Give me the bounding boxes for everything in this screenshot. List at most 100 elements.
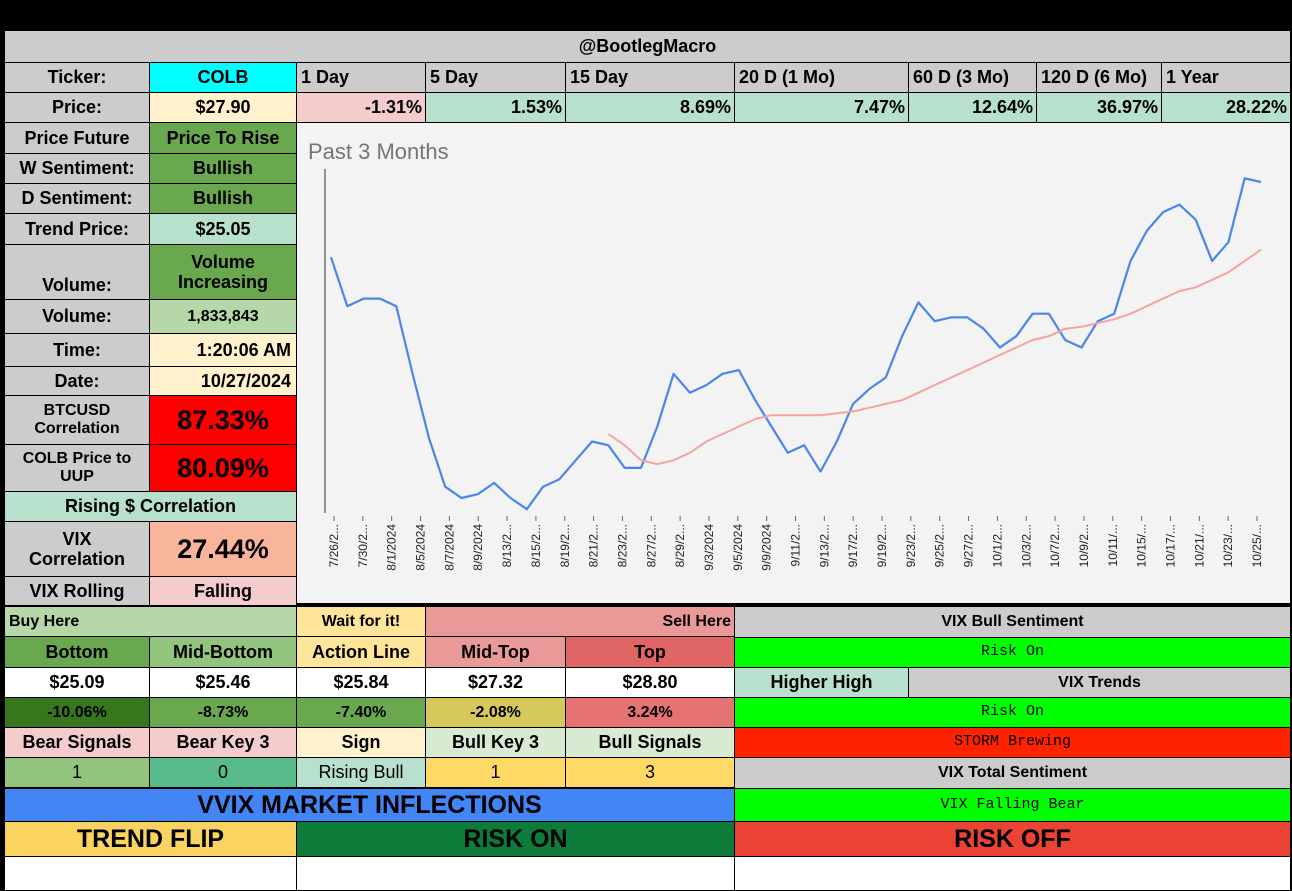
x-tick-label: 9/5/2024 [731, 524, 745, 571]
vvix-title: VVIX MARKET INFLECTIONS [4, 788, 735, 822]
x-tick-label: 8/23/2... [615, 524, 629, 567]
x-tick-label: 9/17/2... [846, 524, 860, 567]
vix-trends-label: VIX Trends [908, 667, 1291, 698]
level-price-mid-top: $27.32 [425, 667, 566, 698]
period-1day: 1 Day [296, 62, 426, 93]
signal-value-bear-key3: 0 [149, 757, 297, 788]
level-header-action-line: Action Line [296, 636, 426, 668]
signal-header-bear-signals: Bear Signals [4, 727, 150, 758]
wait-label: Wait for it! [296, 606, 426, 637]
change-120d: 36.97% [1036, 92, 1162, 123]
vix-corr-value: 27.44% [149, 521, 297, 577]
x-tick-label: 10/9/2... [1077, 524, 1091, 567]
volume-trend-line2: Increasing [177, 272, 269, 292]
x-tick-label: 9/19/2... [875, 524, 889, 567]
btc-corr-label: BTCUSD Correlation [4, 395, 150, 445]
price-future-value: Price To Rise [149, 122, 297, 154]
vix-corr-label-line2: Correlation [28, 549, 125, 569]
price-future-label: Price Future [4, 122, 150, 154]
d-sentiment-value: Bullish [149, 183, 297, 214]
buy-here-label: Buy Here [4, 606, 297, 637]
moving-average-line [607, 248, 1262, 466]
change-1year: 28.22% [1161, 92, 1291, 123]
signal-header-bear-key3: Bear Key 3 [149, 727, 297, 758]
x-tick-label: 7/30/2... [356, 524, 370, 567]
vvix-risk-on-value [296, 856, 735, 891]
date-value: 10/27/2024 [149, 366, 297, 396]
chart-canvas: Past 3 Months 7/26/2... 7/30/2... 8/1/2024 8… [308, 139, 1264, 571]
level-price-top: $28.80 [565, 667, 735, 698]
period-60d: 60 D (3 Mo) [908, 62, 1037, 93]
uup-corr-label-line1: COLB Price to [22, 450, 132, 468]
vix-corr-label: VIX Correlation [4, 521, 150, 577]
vix-higher-high: Higher High [734, 667, 909, 698]
level-pct-top: 3.24% [565, 697, 735, 728]
signal-value-bull-key3: 1 [425, 757, 566, 788]
price-label: Price: [4, 92, 150, 123]
price-chart: Past 3 Months 7/26/2... 7/30/2... 8/1/2024 8… [296, 122, 1291, 604]
time-label: Time: [4, 333, 150, 367]
header-title: @BootlegMacro [4, 30, 1291, 63]
vvix-trend-flip: TREND FLIP [4, 821, 297, 857]
x-tick-label: 8/15/2... [529, 524, 543, 567]
period-1year: 1 Year [1161, 62, 1291, 93]
rising-corr-label: Rising $ Correlation [4, 491, 297, 522]
x-tick-label: 9/25/2... [933, 524, 947, 567]
sell-here-label: Sell Here [425, 606, 735, 637]
period-15day: 15 Day [565, 62, 735, 93]
x-tick-label: 10/11/... [1106, 524, 1120, 566]
level-header-bottom: Bottom [4, 636, 150, 668]
x-tick-label: 8/7/2024 [442, 524, 456, 571]
x-tick-label: 9/3/2024 [702, 524, 716, 571]
signal-header-bull-signals: Bull Signals [565, 727, 735, 758]
change-15day: 8.69% [565, 92, 735, 123]
level-header-mid-bottom: Mid-Bottom [149, 636, 297, 668]
period-20d: 20 D (1 Mo) [734, 62, 909, 93]
x-tick-label: 10/1/2... [990, 524, 1004, 567]
uup-corr-value: 80.09% [149, 444, 297, 492]
level-pct-bottom: -10.06% [4, 697, 150, 728]
signal-header-bull-key3: Bull Key 3 [425, 727, 566, 758]
price-value: $27.90 [149, 92, 297, 123]
w-sentiment-label: W Sentiment: [4, 153, 150, 184]
x-tick-label: 10/17/... [1163, 524, 1177, 567]
x-tick-label: 10/15/... [1135, 524, 1149, 567]
vvix-risk-on: RISK ON [296, 821, 735, 857]
vix-rolling-value: Falling [149, 576, 297, 606]
volume-trend-line1: Volume [191, 251, 255, 272]
level-pct-action-line: -7.40% [296, 697, 426, 728]
x-tick-label: 10/3/2... [1019, 524, 1033, 567]
volume-trend-label: Volume: [4, 244, 150, 300]
level-price-mid-bottom: $25.46 [149, 667, 297, 698]
x-tick-label: 9/9/2024 [760, 524, 774, 571]
x-tick-label: 10/23/... [1221, 524, 1235, 567]
btc-corr-value: 87.33% [149, 395, 297, 445]
signal-value-bull-signals: 3 [565, 757, 735, 788]
x-tick-label: 10/7/2... [1048, 524, 1062, 567]
signal-value-sign: Rising Bull [296, 757, 426, 788]
x-tick-label: 10/25/... [1250, 524, 1264, 567]
uup-corr-label: COLB Price to UUP [4, 444, 150, 492]
x-tick-label: 9/27/2... [962, 524, 976, 567]
level-header-mid-top: Mid-Top [425, 636, 566, 668]
volume-label: Volume: [4, 299, 150, 334]
chart-title: Past 3 Months [308, 139, 449, 164]
x-tick-label: 10/21/... [1192, 524, 1206, 567]
x-tick-label: 9/13/2... [817, 524, 831, 567]
period-120d: 120 D (6 Mo) [1036, 62, 1162, 93]
time-value: 1:20:06 AM [149, 333, 297, 367]
volume-value: 1,833,843 [149, 299, 297, 334]
d-sentiment-label: D Sentiment: [4, 183, 150, 214]
change-1day: -1.31% [296, 92, 426, 123]
level-price-action-line: $25.84 [296, 667, 426, 698]
vix-storm-brewing: STORM Brewing [734, 727, 1291, 758]
change-20d: 7.47% [734, 92, 909, 123]
x-tick-label: 8/9/2024 [471, 524, 485, 571]
x-tick-label: 7/26/2... [327, 524, 341, 567]
vvix-risk-off: RISK OFF [734, 821, 1291, 857]
level-pct-mid-top: -2.08% [425, 697, 566, 728]
w-sentiment-value: Bullish [149, 153, 297, 184]
level-header-top: Top [565, 636, 735, 668]
change-60d: 12.64% [908, 92, 1037, 123]
level-pct-mid-bottom: -8.73% [149, 697, 297, 728]
